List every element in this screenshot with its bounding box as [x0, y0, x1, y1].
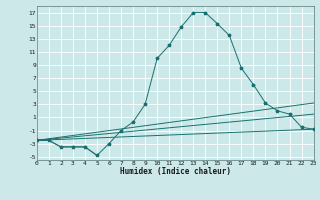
X-axis label: Humidex (Indice chaleur): Humidex (Indice chaleur): [120, 167, 231, 176]
